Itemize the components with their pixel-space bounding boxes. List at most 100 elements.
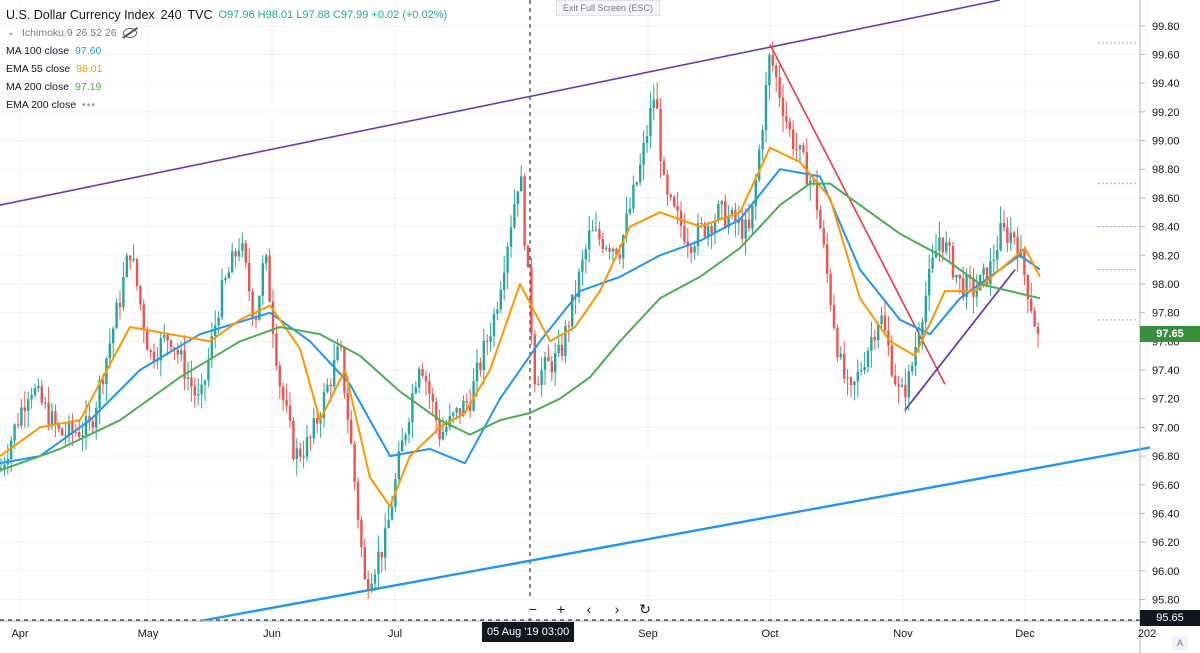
zoom-in-button[interactable]: + xyxy=(550,600,572,618)
candle-body xyxy=(550,361,553,373)
symbol-title: U.S. Dollar Currency Index xyxy=(6,8,155,22)
candle-body xyxy=(180,350,183,355)
candle-body xyxy=(95,408,98,428)
x-tick-label: Jul xyxy=(388,628,402,640)
candle-body xyxy=(64,435,67,437)
candle-body xyxy=(870,336,873,351)
candle-body xyxy=(220,279,224,318)
candle-body xyxy=(846,377,849,379)
candle-body xyxy=(761,130,764,150)
candle-body xyxy=(47,402,50,427)
candle-body xyxy=(747,219,751,229)
candle-body xyxy=(1026,275,1029,300)
candle-body xyxy=(54,411,57,425)
candle-body xyxy=(625,213,628,236)
hidden-eye-icon[interactable] xyxy=(122,28,137,38)
candle-body xyxy=(217,317,220,326)
ichimoku-indicator[interactable]: ⌄ Ichimoku 9 26 52 26 xyxy=(6,24,447,42)
candle-body xyxy=(50,411,54,427)
y-tick-label: 97.40 xyxy=(1152,365,1180,377)
candle-body xyxy=(67,420,71,436)
candle-body xyxy=(316,418,319,424)
y-tick-label: 99.00 xyxy=(1152,136,1180,148)
candle-body xyxy=(1033,310,1036,327)
candle-body xyxy=(353,443,356,482)
time-axis: Apr May Jun Jul Sep Oct Nov Dec 202 xyxy=(0,620,1200,640)
candle-body xyxy=(642,142,645,165)
candle-body xyxy=(139,285,142,305)
crosshair-price-tag: 95.65 xyxy=(1140,610,1200,626)
candle-body xyxy=(479,362,482,370)
auto-scale-button[interactable]: A xyxy=(1172,636,1188,650)
candle-body xyxy=(795,149,798,151)
candle-body xyxy=(10,440,13,459)
candles xyxy=(0,41,1040,600)
candle-body xyxy=(438,420,441,440)
candle-body xyxy=(135,258,139,286)
candle-body xyxy=(241,243,244,251)
ema55-indicator[interactable]: EMA 55 close 98.01 xyxy=(6,60,447,78)
candle-body xyxy=(193,386,196,396)
y-tick-label: 96.00 xyxy=(1152,566,1180,578)
candle-body xyxy=(445,427,448,432)
candle-body xyxy=(499,289,502,310)
candle-body xyxy=(288,405,292,421)
candle-body xyxy=(292,420,295,460)
candle-body xyxy=(608,248,611,252)
exit-fullscreen-button[interactable]: Exit Full Screen (ESC) xyxy=(556,0,661,16)
moving-average-lines xyxy=(0,146,1041,508)
ma100-indicator[interactable]: MA 100 close 97.60 xyxy=(6,42,447,60)
candle-body xyxy=(853,381,856,386)
candle-body xyxy=(322,391,326,419)
reset-chart-button[interactable]: ↻ xyxy=(634,600,656,618)
candle-body xyxy=(71,420,74,432)
candle-body xyxy=(931,257,934,270)
ema55-value: 98.01 xyxy=(76,63,103,75)
candle-body xyxy=(554,353,557,373)
candle-body xyxy=(965,274,968,298)
candle-body xyxy=(1023,249,1026,276)
scroll-right-button[interactable]: › xyxy=(606,600,628,618)
candle-body xyxy=(982,267,985,275)
candle-body xyxy=(350,419,353,444)
candle-body xyxy=(132,258,135,260)
chevron-down-icon[interactable]: ⌄ xyxy=(6,27,16,38)
candle-body xyxy=(329,384,332,387)
ma100-label: MA 100 close xyxy=(6,45,70,57)
candle-body xyxy=(839,353,842,358)
x-tick-label: Apr xyxy=(11,628,28,640)
candle-body xyxy=(57,424,60,429)
candle-body xyxy=(662,161,666,175)
candle-body xyxy=(904,384,907,398)
candle-body xyxy=(666,174,669,195)
candle-body xyxy=(751,205,754,229)
candle-body xyxy=(734,210,737,224)
x-tick-label: Nov xyxy=(893,628,913,640)
candle-body xyxy=(826,244,829,274)
ema55-line xyxy=(0,146,1041,508)
candle-body xyxy=(897,384,900,387)
y-tick-label: 98.60 xyxy=(1152,193,1180,205)
candle-body xyxy=(1009,232,1012,243)
candle-body xyxy=(985,267,989,285)
ema200-indicator[interactable]: EMA 200 close ••• xyxy=(6,96,447,114)
candle-body xyxy=(462,400,465,417)
candle-body xyxy=(319,418,322,424)
ema55-label: EMA 55 close xyxy=(6,63,71,75)
zoom-out-button[interactable]: − xyxy=(522,600,544,618)
scroll-left-button[interactable]: ‹ xyxy=(578,600,600,618)
candle-body xyxy=(81,435,84,437)
candle-body xyxy=(863,367,866,371)
candle-body xyxy=(418,368,421,388)
candle-body xyxy=(809,180,812,185)
candle-body xyxy=(384,528,387,558)
candle-body xyxy=(523,176,526,246)
candle-body xyxy=(431,393,434,402)
y-tick-label: 95.80 xyxy=(1152,594,1180,606)
ma200-indicator[interactable]: MA 200 close 97.19 xyxy=(6,78,447,96)
candle-body xyxy=(200,384,203,395)
candle-body xyxy=(700,222,703,224)
candle-body xyxy=(248,262,251,292)
candle-body xyxy=(333,359,336,387)
